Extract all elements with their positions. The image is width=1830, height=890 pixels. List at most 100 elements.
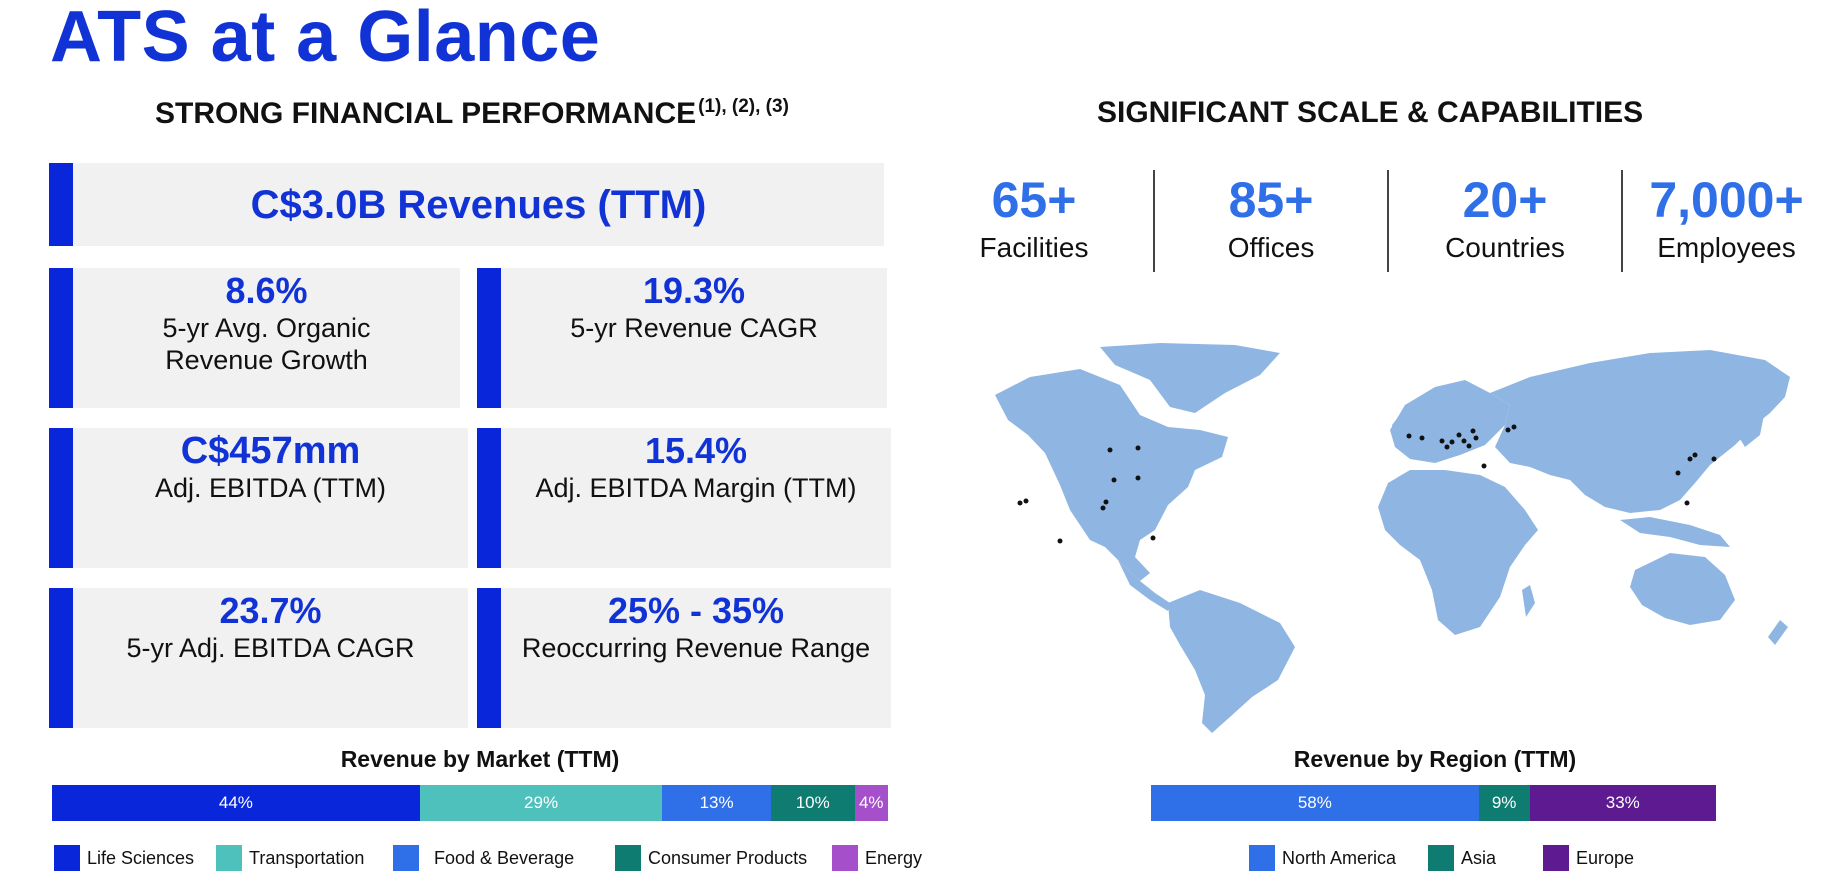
financial-performance-heading: STRONG FINANCIAL PERFORMANCE(1), (2), (3…	[155, 96, 789, 131]
legend-swatch	[615, 845, 641, 871]
facility-marker	[1018, 501, 1023, 506]
facility-marker	[1420, 436, 1425, 441]
facility-marker	[1104, 500, 1109, 505]
legend-swatch	[216, 845, 242, 871]
facility-marker	[1136, 446, 1141, 451]
legend-item-transportation: Transportation	[216, 845, 364, 871]
stat-facilities: 65+ Facilities	[919, 170, 1149, 266]
revenue-banner-card: C$3.0B Revenues (TTM)	[49, 163, 884, 246]
legend-label: Energy	[865, 848, 922, 869]
legend-item-consumer-products: Consumer Products	[615, 845, 807, 871]
scale-capabilities-heading: SIGNIFICANT SCALE & CAPABILITIES	[1097, 96, 1643, 130]
legend-item-asia: Asia	[1428, 845, 1496, 871]
bar-segment-food-beverage: 13%	[662, 785, 771, 821]
bar-segment-europe: 33%	[1530, 785, 1716, 821]
facility-marker	[1445, 445, 1450, 450]
card-accent-bar	[49, 588, 73, 728]
legend-label: Consumer Products	[648, 848, 807, 869]
legend-item-europe: Europe	[1543, 845, 1634, 871]
stat-countries: 20+ Countries	[1390, 170, 1620, 266]
stat-number: 65+	[919, 170, 1149, 230]
metric-card-adj-ebitda: C$457mm Adj. EBITDA (TTM)	[49, 428, 468, 568]
facility-marker	[1693, 453, 1698, 458]
facility-marker	[1450, 440, 1455, 445]
card-accent-bar	[477, 428, 501, 568]
bar-segment-consumer-products: 10%	[771, 785, 855, 821]
metric-value: 15.4%	[501, 430, 891, 472]
region-revenue-bar: 58% 9% 33%	[1151, 785, 1716, 821]
metric-card-revenue-cagr: 19.3% 5-yr Revenue CAGR	[477, 268, 887, 408]
stat-label: Offices	[1156, 230, 1386, 266]
stat-label: Facilities	[919, 230, 1149, 266]
bar-segment-transportation: 29%	[420, 785, 662, 821]
legend-item-north-america: North America	[1249, 845, 1396, 871]
facility-marker	[1467, 444, 1472, 449]
stat-employees: 7,000+ Employees	[1624, 170, 1829, 266]
bar-segment-life-sciences: 44%	[52, 785, 420, 821]
revenue-banner-value: C$3.0B Revenues (TTM)	[251, 184, 707, 226]
financial-heading-text: STRONG FINANCIAL PERFORMANCE	[155, 97, 696, 130]
metric-value: 25% - 35%	[501, 590, 891, 632]
metric-value: 19.3%	[501, 270, 887, 312]
metric-label: Adj. EBITDA Margin (TTM)	[501, 472, 891, 504]
africa-shape	[1378, 470, 1538, 635]
legend-label: Transportation	[249, 848, 364, 869]
bar-segment-north-america: 58%	[1151, 785, 1479, 821]
metric-card-organic-growth: 8.6% 5-yr Avg. Organic Revenue Growth	[49, 268, 460, 408]
facility-marker	[1474, 436, 1479, 441]
bar-segment-energy: 4%	[855, 785, 888, 821]
facility-marker	[1506, 428, 1511, 433]
facility-marker	[1151, 536, 1156, 541]
new-zealand-shape	[1768, 620, 1788, 645]
stat-number: 85+	[1156, 170, 1386, 230]
card-accent-bar	[49, 268, 73, 408]
stat-divider	[1387, 170, 1389, 272]
legend-label: Food & Beverage	[434, 848, 574, 869]
facility-marker	[1112, 478, 1117, 483]
facility-marker	[1440, 439, 1445, 444]
legend-swatch	[1543, 845, 1569, 871]
metric-label: 5-yr Avg. Organic	[73, 312, 460, 344]
legend-swatch	[54, 845, 80, 871]
card-accent-bar	[49, 163, 73, 246]
market-revenue-bar: 44% 29% 13% 10% 4%	[52, 785, 888, 821]
metric-label: Reoccurring Revenue Range	[501, 632, 891, 664]
se-asia-islands-shape	[1620, 517, 1730, 547]
footnote-superscript: (1), (2), (3)	[698, 96, 789, 117]
legend-label: Europe	[1576, 848, 1634, 869]
metric-value: C$457mm	[73, 430, 468, 472]
facility-marker	[1482, 464, 1487, 469]
south-america-shape	[1168, 590, 1295, 733]
legend-item-energy: Energy	[832, 845, 922, 871]
facility-marker	[1457, 433, 1462, 438]
metric-card-reoccurring-revenue: 25% - 35% Reoccurring Revenue Range	[477, 588, 891, 728]
legend-label: Life Sciences	[87, 848, 194, 869]
page-title: ATS at a Glance	[50, 0, 600, 74]
map-landmasses	[995, 343, 1790, 733]
legend-label: North America	[1282, 848, 1396, 869]
metric-card-ebitda-cagr: 23.7% 5-yr Adj. EBITDA CAGR	[49, 588, 468, 728]
card-accent-bar	[477, 268, 501, 408]
asia-shape	[1490, 350, 1790, 513]
card-accent-bar	[49, 428, 73, 568]
stat-divider	[1621, 170, 1623, 272]
stat-number: 7,000+	[1624, 170, 1829, 230]
stat-offices: 85+ Offices	[1156, 170, 1386, 266]
australia-shape	[1630, 553, 1735, 625]
facility-marker	[1108, 448, 1113, 453]
legend-label: Asia	[1461, 848, 1496, 869]
metric-value: 8.6%	[73, 270, 460, 312]
facility-marker	[1685, 501, 1690, 506]
facility-marker	[1688, 457, 1693, 462]
stat-label: Employees	[1624, 230, 1829, 266]
metric-label: Adj. EBITDA (TTM)	[73, 472, 468, 504]
facility-marker	[1462, 439, 1467, 444]
facility-marker	[1407, 434, 1412, 439]
stat-divider	[1153, 170, 1155, 272]
world-map	[990, 335, 1820, 735]
metric-label: 5-yr Revenue CAGR	[501, 312, 887, 344]
facility-marker	[1136, 476, 1141, 481]
facility-marker	[1101, 506, 1106, 511]
metric-label-line2: Revenue Growth	[73, 344, 460, 376]
market-bar-title: Revenue by Market (TTM)	[50, 746, 910, 773]
